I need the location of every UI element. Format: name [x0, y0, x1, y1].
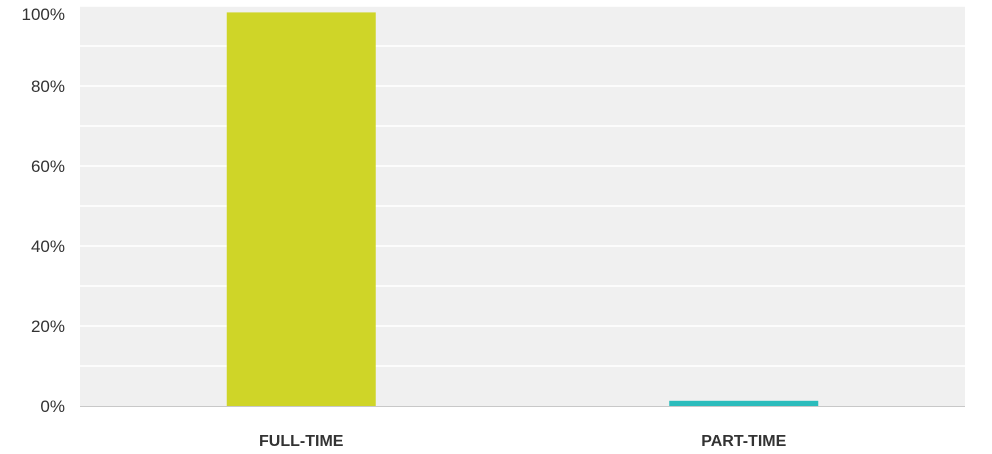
bar-full-time — [226, 12, 376, 407]
y-tick-label: 60% — [31, 157, 65, 176]
y-tick-label: 20% — [31, 317, 65, 336]
bar-part-time — [669, 400, 819, 406]
y-tick-label: 0% — [40, 397, 65, 416]
bars — [226, 12, 819, 407]
y-tick-label: 40% — [31, 237, 65, 256]
x-tick-label: FULL-TIME — [259, 433, 344, 450]
y-tick-label: 100% — [22, 5, 65, 24]
x-tick-label: PART-TIME — [701, 433, 786, 450]
y-axis-ticks: 0% 20% 40% 60% 80% 100% — [22, 5, 65, 416]
y-tick-label: 80% — [31, 77, 65, 96]
x-axis-labels: FULL-TIME PART-TIME — [259, 433, 787, 450]
